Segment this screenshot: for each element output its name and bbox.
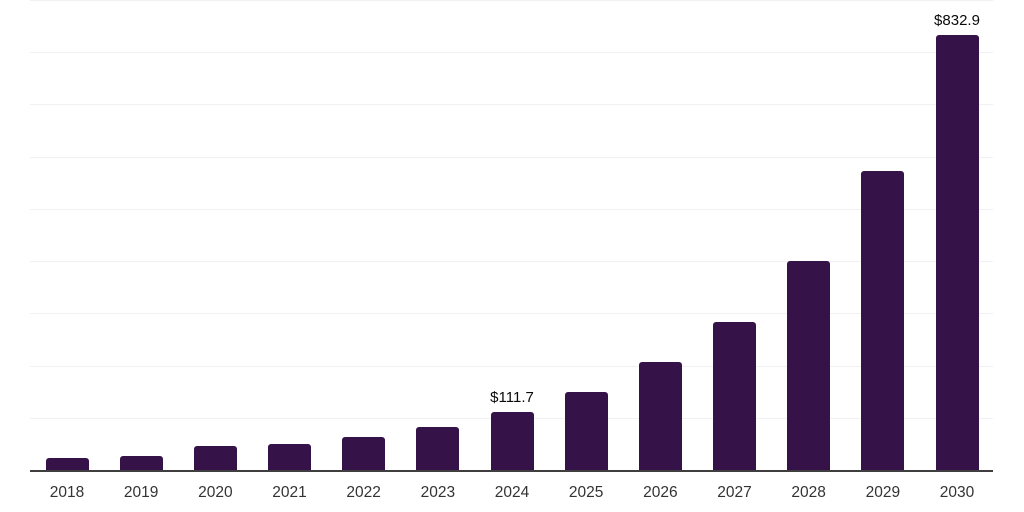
gridline-500 (30, 208, 993, 210)
bar-2019 (119, 456, 163, 470)
bar-2026 (638, 361, 682, 470)
x-tick-label-2018: 2018 (49, 484, 85, 501)
x-tick-label-2021: 2021 (272, 484, 307, 501)
bar-2025 (564, 391, 608, 470)
x-axis-line (30, 470, 993, 472)
gridline-300 (30, 313, 993, 315)
bar-value-label-2024: $111.7 (490, 388, 534, 406)
bar-value-label-2030: $832.9 (934, 12, 980, 30)
x-tick-label-2030: 2030 (939, 484, 975, 501)
x-tick-label-2024: 2024 (494, 484, 530, 501)
bar-2023 (416, 427, 460, 470)
bar-2024 (490, 411, 534, 470)
x-tick-label-2023: 2023 (420, 484, 456, 501)
bar-2028 (787, 261, 831, 470)
gridline-800 (30, 52, 993, 54)
bar-2027 (713, 321, 756, 470)
x-tick-label-2020: 2020 (198, 484, 233, 501)
x-tick-label-2025: 2025 (568, 484, 604, 501)
gridline-900 (30, 0, 993, 1)
gridline-200 (30, 365, 993, 367)
bar-2020 (193, 446, 237, 470)
x-axis-labels: 2018 2019 2020 2021 2022 2023 2024 2025 2026 2027… (30, 485, 993, 505)
bar-2029 (861, 170, 905, 470)
x-tick-label-2019: 2019 (123, 484, 159, 501)
bar-2018 (45, 458, 89, 470)
gridline-400 (30, 261, 993, 263)
plot-area: $111.7 $832.9 (30, 0, 993, 472)
x-tick-label-2027: 2027 (717, 484, 752, 501)
gridline-700 (30, 104, 993, 106)
x-tick-label-2028: 2028 (791, 484, 826, 501)
x-tick-label-2029: 2029 (865, 484, 901, 501)
gridline-600 (30, 156, 993, 158)
bar-2030 (935, 35, 979, 470)
bar-2021 (268, 443, 311, 470)
x-tick-label-2026: 2026 (643, 484, 678, 501)
x-tick-label-2022: 2022 (346, 484, 381, 501)
bar-2022 (342, 437, 386, 470)
